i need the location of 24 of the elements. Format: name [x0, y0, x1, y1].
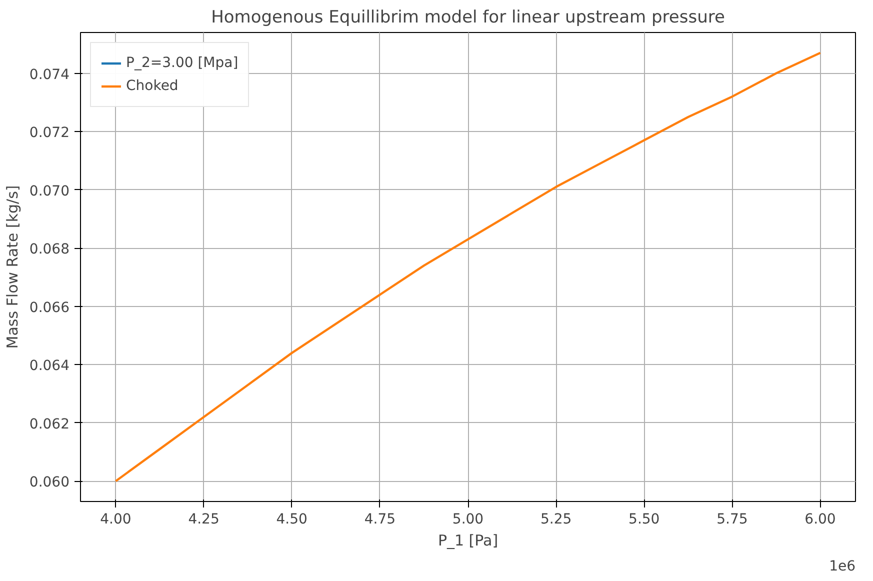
y-axis-title: Mass Flow Rate [kg/s] [3, 185, 22, 349]
line-series [114, 52, 822, 482]
x-tick-label: 4.50 [276, 512, 308, 528]
y-tick-label: 0.066 [29, 300, 70, 316]
x-axis-title: P_1 [Pa] [438, 532, 498, 550]
x-tick-label: 4.75 [364, 512, 396, 528]
y-tick-label: 0.060 [29, 474, 70, 491]
y-tick-label: 0.068 [29, 242, 70, 258]
x-tick-label: 6.00 [804, 512, 836, 528]
chart-title: Homogenous Equillibrim model for linear upstream pressure [211, 8, 725, 28]
x-tick-label: 5.00 [452, 512, 484, 528]
legend-label: Choked [126, 78, 178, 94]
y-tick-label: 0.070 [29, 183, 70, 200]
x-tick-label: 4.00 [100, 512, 132, 528]
y-tick-label: 0.064 [29, 358, 70, 374]
x-tick-label: 4.25 [188, 512, 220, 528]
x-tick-label: 5.50 [628, 512, 660, 528]
x-tick-label: 5.75 [716, 512, 748, 528]
text: 1e6 [829, 558, 856, 574]
y-tick-label: 0.074 [29, 66, 70, 83]
legend-label: P_2=3.00 [Mpa] [126, 55, 238, 71]
y-tick-label: 0.072 [29, 125, 70, 142]
y-tick-label: 0.062 [29, 416, 70, 432]
x-tick-label: 5.25 [540, 512, 572, 528]
